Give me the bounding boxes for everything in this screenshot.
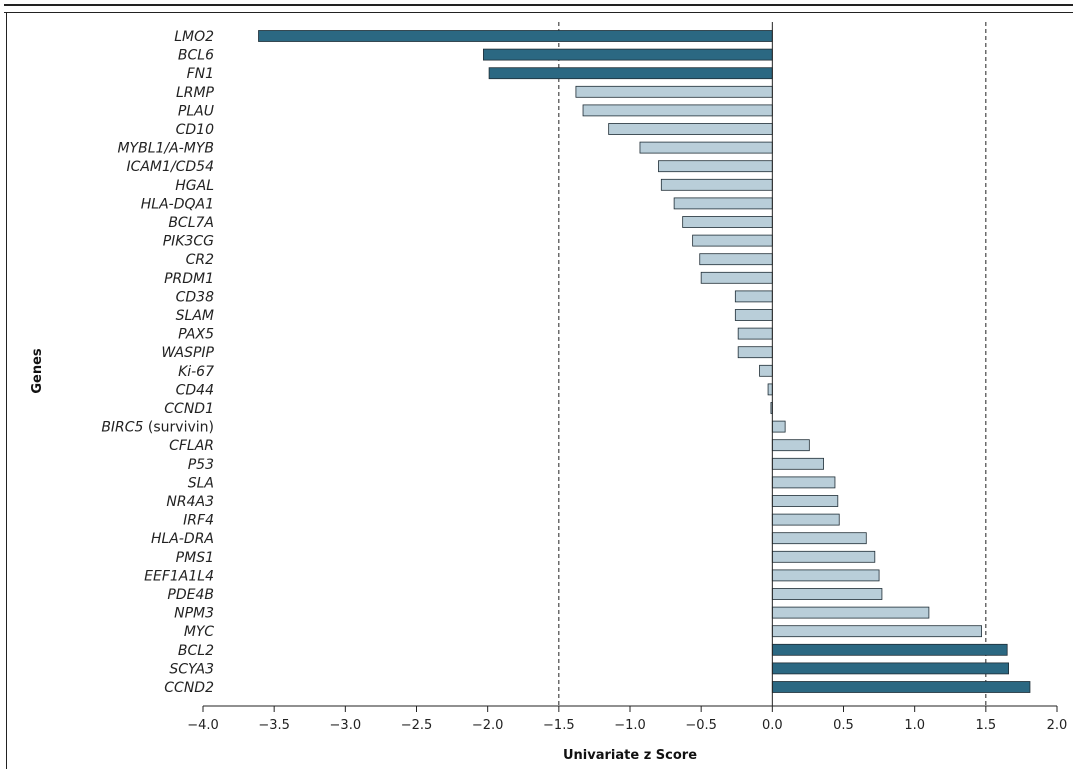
top-border-inner-rule [4, 12, 1073, 13]
x-tick-label: 0.5 [833, 718, 854, 733]
left-border-rule [6, 12, 7, 769]
bar [771, 662, 1010, 675]
bar [608, 123, 773, 135]
bar [771, 513, 840, 526]
category-label: BCL2 [178, 643, 214, 659]
x-tick-label: 0.0 [762, 718, 783, 733]
category-label: CD10 [176, 122, 214, 138]
category-label: EEF1A1L4 [144, 568, 214, 584]
bar [771, 625, 982, 638]
bar [673, 197, 773, 210]
category-label: IRF4 [183, 513, 214, 529]
category-label: Ki-67 [178, 364, 214, 380]
category-label: P53 [188, 457, 214, 473]
category-label: BIRC5 (survivin) [101, 420, 214, 436]
x-tick-label: 1.5 [975, 718, 996, 733]
bar [759, 364, 773, 377]
category-label: LMO2 [174, 29, 214, 45]
bar [737, 327, 773, 340]
bar [658, 160, 773, 173]
x-tick-label: −2.5 [401, 718, 433, 733]
x-tick-label: −3.0 [330, 718, 362, 733]
bar [582, 104, 773, 117]
bars [258, 30, 1031, 693]
x-tick-label: −1.0 [614, 718, 646, 733]
x-tick-label: −3.5 [258, 718, 290, 733]
bar [771, 588, 883, 600]
bar [639, 141, 773, 154]
bar [734, 309, 773, 321]
category-label: PAX5 [178, 327, 214, 343]
category-label: BCL6 [178, 48, 214, 64]
bar [771, 495, 839, 507]
bar [771, 606, 930, 619]
category-label: ICAM1/CD54 [126, 159, 214, 175]
bar [575, 85, 773, 98]
category-label: SCYA3 [169, 661, 214, 677]
category-label: CD38 [176, 289, 214, 305]
category-label: CD44 [176, 382, 214, 398]
bar [771, 457, 824, 470]
category-label: PLAU [178, 103, 214, 119]
x-tick-label: −0.5 [685, 718, 717, 733]
category-label: MYBL1/A-MYB [117, 141, 214, 157]
category-label: MYC [184, 624, 214, 640]
bar [699, 253, 773, 266]
bar [682, 216, 773, 228]
y-axis-title: Genes [30, 348, 45, 394]
bar [734, 290, 773, 303]
category-label: CFLAR [169, 438, 214, 454]
category-label: CR2 [186, 252, 215, 268]
x-axis: −4.0 −3.5 −3.0 −2.5 −2.0 −1.5 −1.0 −0.5 0.0 0.5 1.… [187, 705, 1068, 733]
x-tick-label: −4.0 [187, 718, 219, 733]
category-label: WASPIP [161, 345, 214, 361]
bar [488, 67, 773, 80]
x-tick-label: 2.0 [1047, 718, 1068, 733]
bar [482, 48, 773, 61]
top-border-rule [4, 4, 1073, 6]
category-label: SLA [188, 475, 214, 491]
x-tick-label: 1.0 [904, 718, 925, 733]
category-label: FN1 [187, 66, 214, 82]
bar [767, 383, 773, 396]
bar [700, 271, 773, 284]
bar [771, 550, 876, 563]
category-label: CCND2 [164, 680, 214, 696]
x-tick-label: −2.0 [472, 718, 504, 733]
category-label: PRDM1 [164, 271, 214, 287]
bar [771, 532, 867, 545]
category-label: PIK3CG [163, 234, 214, 250]
bar [771, 420, 786, 433]
bar [660, 178, 773, 191]
bar [692, 234, 773, 247]
bar [771, 569, 880, 582]
bar [258, 30, 773, 42]
category-label: PMS1 [176, 550, 214, 566]
bar [771, 681, 1031, 693]
category-label: HLA-DRA [151, 531, 214, 547]
category-label: NR4A3 [166, 494, 214, 510]
x-axis-title: Univariate z Score [563, 748, 697, 763]
category-label: HLA-DQA1 [141, 196, 214, 212]
x-tick-label: −1.5 [543, 718, 575, 733]
category-label: HGAL [175, 178, 214, 194]
reference-lines [558, 22, 987, 706]
category-label: NPM3 [174, 606, 214, 622]
bar [771, 476, 836, 489]
bar [737, 346, 773, 359]
category-label: PDE4B [167, 587, 214, 603]
category-label: BCL7A [168, 215, 214, 231]
category-label: CCND1 [164, 401, 214, 417]
category-labels: LMO2 BCL6 FN1 LRMP PLAU CD10 MYBL1/A-MYB ICAM1/… [101, 29, 214, 696]
bar [771, 439, 810, 452]
category-label: SLAM [176, 308, 214, 324]
category-label: LRMP [176, 85, 215, 101]
bar [771, 643, 1008, 656]
